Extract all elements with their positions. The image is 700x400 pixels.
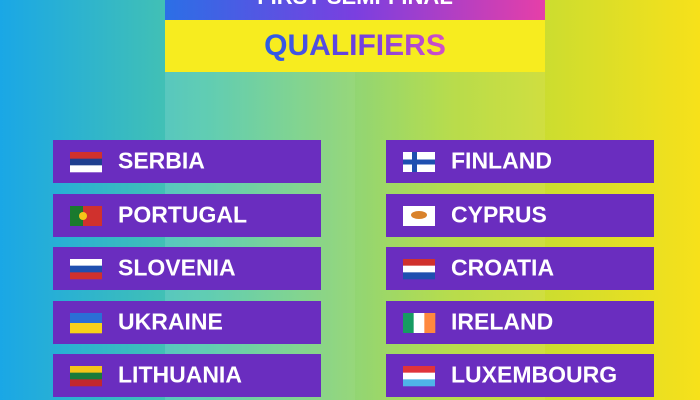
country-name: PORTUGAL xyxy=(118,202,247,228)
country-name: SERBIA xyxy=(118,148,205,174)
qualifier-row: SLOVENIA xyxy=(53,247,321,290)
flag-stripe xyxy=(70,206,83,226)
flag-cross xyxy=(403,159,435,165)
flag-stripe xyxy=(424,313,436,333)
flag-stripe xyxy=(70,366,102,373)
flag-stripe xyxy=(70,379,102,387)
country-name: IRELAND xyxy=(451,309,553,335)
country-name: LUXEMBOURG xyxy=(451,362,617,388)
country-name: SLOVENIA xyxy=(118,255,236,281)
flag-stripe xyxy=(70,272,102,280)
flag-stripe xyxy=(403,272,435,280)
qualifier-row: FINLAND xyxy=(386,140,654,183)
flag-emblem xyxy=(411,211,427,219)
qualifier-row: SERBIA xyxy=(53,140,321,183)
flag-stripe xyxy=(403,379,435,387)
flag-stripe xyxy=(403,313,414,333)
qualifier-list: SERBIA PORTUGAL SLOVENIA UKRAINE LITHUANIA FI… xyxy=(53,140,654,397)
country-name: CROATIA xyxy=(451,255,554,281)
flag-stripe xyxy=(403,366,435,373)
country-name: UKRAINE xyxy=(118,309,223,335)
country-name: CYPRUS xyxy=(451,202,547,228)
flag-stripe xyxy=(70,313,102,324)
subtitle: QUALIFIERS xyxy=(264,29,446,62)
qualifier-row: IRELAND xyxy=(386,301,654,344)
flag-stripe xyxy=(70,158,102,166)
flag-stripe xyxy=(70,165,102,173)
flag-stripe xyxy=(413,313,425,333)
flag-stripe xyxy=(403,372,435,380)
title-banner xyxy=(165,0,545,20)
flag-stripe xyxy=(70,323,102,334)
flag-cross xyxy=(412,152,417,172)
qualifier-row: CYPRUS xyxy=(386,194,654,237)
title: FIRST SEMI-FINAL xyxy=(257,0,453,9)
country-name: LITHUANIA xyxy=(118,362,242,388)
flag-stripe xyxy=(70,372,102,380)
flag-stripe xyxy=(403,265,435,273)
subtitle-box xyxy=(165,20,545,72)
flag-stripe xyxy=(403,259,435,266)
flag-emblem xyxy=(79,212,87,220)
flag-stripe xyxy=(70,152,102,159)
flag-stripe xyxy=(83,206,102,226)
flag-stripe xyxy=(70,265,102,273)
qualifier-row: LITHUANIA xyxy=(53,354,321,397)
qualifier-row: PORTUGAL xyxy=(53,194,321,237)
country-name: FINLAND xyxy=(451,148,552,174)
qualifier-row: UKRAINE xyxy=(53,301,321,344)
qualifier-row: CROATIA xyxy=(386,247,654,290)
flag-stripe xyxy=(70,259,102,266)
qualifier-row: LUXEMBOURG xyxy=(386,354,654,397)
